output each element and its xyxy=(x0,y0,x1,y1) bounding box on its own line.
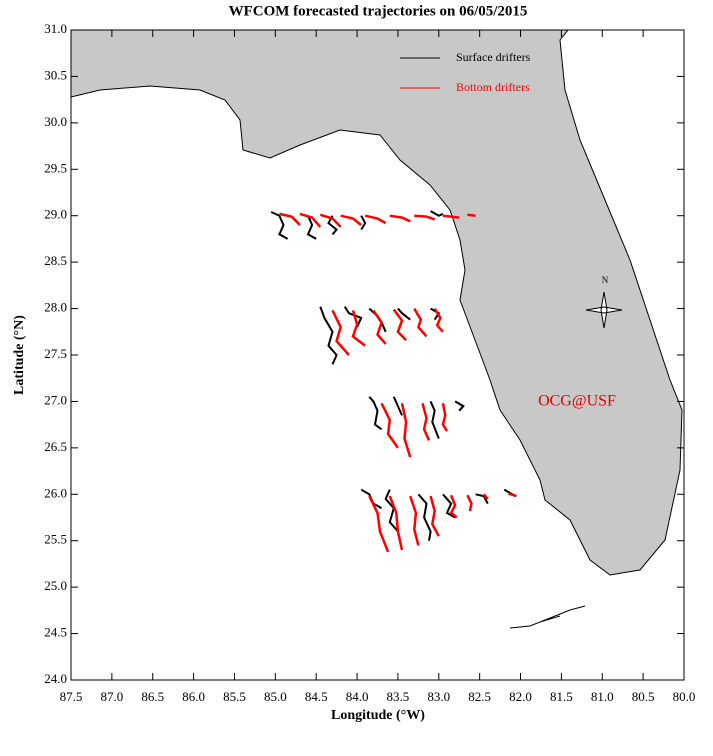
trajectory xyxy=(429,495,440,537)
florida-coast xyxy=(71,30,683,576)
trajectory xyxy=(400,403,412,458)
y-tick-label: 25.5 xyxy=(44,532,67,547)
trajectory xyxy=(319,213,342,228)
trajectory xyxy=(368,307,387,333)
trajectory xyxy=(433,307,444,333)
compass: N xyxy=(585,275,623,329)
compass-label: N xyxy=(602,275,609,285)
trajectory xyxy=(441,403,449,432)
trajectory xyxy=(270,211,289,240)
y-tick-label: 30.5 xyxy=(44,67,67,82)
y-tick-label: 24.0 xyxy=(44,671,67,686)
trajectory xyxy=(319,306,338,365)
land xyxy=(71,30,683,629)
trajectory xyxy=(331,309,350,356)
y-tick-label: 27.0 xyxy=(44,392,67,407)
trajectory xyxy=(343,306,363,328)
compass-rose xyxy=(585,291,623,329)
y-tick-label: 28.5 xyxy=(44,253,67,268)
trajectory xyxy=(368,396,383,431)
x-tick-label: 82.0 xyxy=(509,689,532,704)
trajectory xyxy=(414,214,436,221)
x-tick-label: 83.0 xyxy=(427,689,450,704)
y-tick-label: 30.0 xyxy=(44,114,67,129)
trajectory xyxy=(397,307,411,321)
x-tick-label: 87.5 xyxy=(60,689,83,704)
x-tick-label: 86.0 xyxy=(182,689,205,704)
trajectory xyxy=(409,495,420,546)
trajectory xyxy=(392,308,407,341)
x-tick-label: 87.0 xyxy=(100,689,123,704)
trajectory xyxy=(327,215,339,235)
y-tick-label: 26.5 xyxy=(44,439,67,454)
trajectory xyxy=(368,495,390,553)
x-tick-label: 85.5 xyxy=(223,689,246,704)
trajectory xyxy=(507,492,517,498)
y-tick-label: 24.5 xyxy=(44,625,67,640)
x-tick-label: 83.5 xyxy=(387,689,410,704)
chart-title: WFCOM forecasted trajectories on 06/05/2… xyxy=(229,3,528,19)
trajectory xyxy=(429,400,440,439)
trajectory xyxy=(466,494,473,512)
x-tick-label: 82.5 xyxy=(468,689,491,704)
trajectory xyxy=(421,402,431,441)
trajectories xyxy=(270,210,517,553)
y-tick-label: 29.0 xyxy=(44,207,67,222)
y-tick-label: 28.0 xyxy=(44,300,67,315)
y-tick-label: 27.5 xyxy=(44,346,67,361)
trajectory xyxy=(482,493,489,500)
y-axis-label: Latitude (°N) xyxy=(12,315,27,395)
x-tick-label: 84.0 xyxy=(346,689,369,704)
y-tick-label: 26.0 xyxy=(44,485,67,500)
y-tick-label: 25.0 xyxy=(44,578,67,593)
trajectory xyxy=(380,402,399,449)
trajectory xyxy=(360,215,367,231)
trajectory xyxy=(392,396,403,416)
trajectory xyxy=(372,309,387,345)
x-tick-label: 81.0 xyxy=(591,689,614,704)
x-tick-label: 80.0 xyxy=(673,689,696,704)
x-tick-label: 86.5 xyxy=(141,689,164,704)
trajectory xyxy=(306,215,317,240)
trajectory xyxy=(340,214,362,226)
trajectory xyxy=(417,493,432,541)
trajectory xyxy=(430,210,444,217)
trajectory xyxy=(351,310,366,347)
trajectory xyxy=(388,495,404,551)
trajectory xyxy=(279,212,301,226)
trajectory xyxy=(299,212,322,228)
trajectory xyxy=(454,400,465,412)
x-tick-label: 85.0 xyxy=(264,689,287,704)
legend-label: Surface drifters xyxy=(456,50,531,64)
x-tick-label: 81.5 xyxy=(550,689,573,704)
y-tick-label: 31.0 xyxy=(44,21,67,36)
trajectory xyxy=(467,213,476,217)
y-tick-label: 29.5 xyxy=(44,160,67,175)
x-tick-label: 84.5 xyxy=(305,689,328,704)
trajectory xyxy=(413,307,428,338)
trajectory xyxy=(449,494,458,519)
florida-keys xyxy=(509,605,586,629)
trajectory xyxy=(442,493,456,519)
x-axis-label: Longitude (°W) xyxy=(331,708,425,723)
trajectory xyxy=(364,214,387,225)
legend-label: Bottom drifters xyxy=(456,80,530,94)
trajectory xyxy=(442,214,460,219)
x-tick-label: 80.5 xyxy=(632,689,655,704)
annotation: OCG@USF xyxy=(538,393,616,410)
trajectory xyxy=(389,214,411,223)
